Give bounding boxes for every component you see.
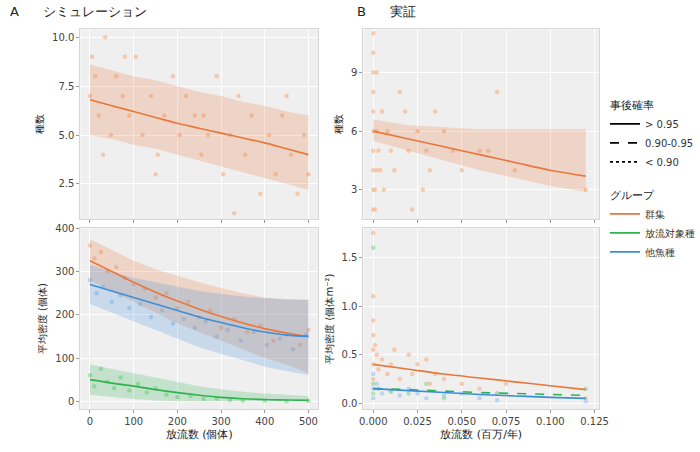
svg-text:0.0: 0.0 [342, 398, 358, 409]
svg-text:400: 400 [255, 416, 274, 427]
svg-text:実証: 実証 [390, 4, 416, 19]
svg-text:0.90-0.95: 0.90-0.95 [645, 138, 693, 149]
svg-text:> 0.95: > 0.95 [645, 119, 679, 130]
svg-text:グループ: グループ [610, 189, 655, 202]
svg-text:種数: 種数 [333, 114, 344, 134]
svg-text:放流対象種: 放流対象種 [645, 228, 695, 239]
svg-text:放流数 (百万/年): 放流数 (百万/年) [440, 428, 522, 441]
svg-text:0: 0 [68, 396, 74, 407]
svg-text:A: A [10, 4, 19, 19]
svg-text:0.000: 0.000 [359, 416, 388, 427]
svg-text:400: 400 [55, 223, 74, 234]
svg-text:1.5: 1.5 [342, 252, 358, 263]
svg-text:B: B [357, 4, 366, 19]
svg-text:平均密度 (個体m⁻²): 平均密度 (個体m⁻²) [324, 274, 335, 364]
svg-text:0.100: 0.100 [536, 416, 565, 427]
svg-text:0: 0 [87, 416, 93, 427]
svg-text:0.075: 0.075 [492, 416, 521, 427]
svg-text:1.0: 1.0 [342, 301, 358, 312]
svg-text:100: 100 [55, 353, 74, 364]
svg-text:300: 300 [55, 266, 74, 277]
svg-text:他魚種: 他魚種 [645, 247, 675, 258]
svg-text:6: 6 [351, 126, 357, 137]
svg-text:200: 200 [168, 416, 187, 427]
svg-text:0.5: 0.5 [342, 349, 358, 360]
svg-text:200: 200 [55, 309, 74, 320]
svg-text:2.5: 2.5 [58, 178, 74, 189]
svg-text:0.125: 0.125 [580, 416, 609, 427]
svg-text:300: 300 [212, 416, 231, 427]
svg-text:7.5: 7.5 [58, 81, 74, 92]
svg-text:9: 9 [351, 67, 357, 78]
svg-text:種数: 種数 [34, 114, 45, 134]
svg-text:シミュレーション: シミュレーション [43, 4, 147, 19]
svg-text:< 0.90: < 0.90 [645, 157, 679, 168]
svg-text:事後確率: 事後確率 [610, 99, 654, 112]
svg-text:0.050: 0.050 [447, 416, 476, 427]
svg-text:100: 100 [124, 416, 143, 427]
svg-text:群集: 群集 [645, 209, 665, 220]
svg-text:0.025: 0.025 [403, 416, 432, 427]
svg-text:3: 3 [351, 184, 357, 195]
svg-text:放流数 (個体): 放流数 (個体) [166, 428, 233, 441]
svg-text:10.0: 10.0 [52, 32, 74, 43]
svg-text:500: 500 [299, 416, 318, 427]
svg-text:5.0: 5.0 [58, 130, 74, 141]
svg-text:平均密度 (個体): 平均密度 (個体) [37, 283, 48, 354]
